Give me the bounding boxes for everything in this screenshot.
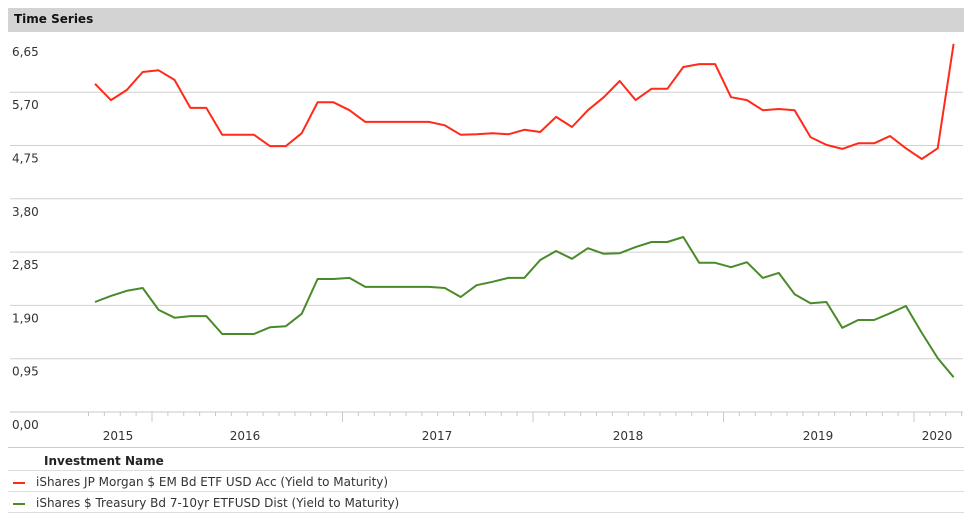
legend-label: iShares JP Morgan $ EM Bd ETF USD Acc (Y…: [36, 475, 389, 489]
legend-item-em-bond[interactable]: iShares JP Morgan $ EM Bd ETF USD Acc (Y…: [8, 471, 964, 492]
panel-header: Time Series: [8, 8, 964, 32]
legend-header: Investment Name: [8, 448, 964, 471]
y-tick-label: 6,65: [12, 45, 39, 59]
panel-title: Time Series: [14, 12, 94, 26]
y-tick-label: 5,70: [12, 98, 39, 112]
x-tick-label: 2018: [613, 429, 644, 443]
y-tick-label: 4,75: [12, 152, 39, 166]
x-tick-label: 2020: [922, 429, 953, 443]
x-tick-label: 2016: [230, 429, 261, 443]
legend-item-treasury[interactable]: iShares $ Treasury Bd 7-10yr ETFUSD Dist…: [8, 492, 964, 513]
legend-swatch-red: [13, 482, 25, 484]
legend-label: iShares $ Treasury Bd 7-10yr ETFUSD Dist…: [36, 496, 400, 510]
time-series-chart: 0,00 0,95 1,90 2,85 3,80 4,75 5,70 6,65 2015 2016…: [10, 43, 963, 443]
series-line-treasury: [94, 236, 955, 378]
x-tick-label: 2015: [103, 429, 134, 443]
series-line-em-bond: [94, 43, 955, 160]
y-tick-label: 0,00: [12, 418, 39, 432]
legend-swatch-green: [13, 503, 25, 505]
x-tick-label: 2017: [422, 429, 453, 443]
legend: Investment Name iShares JP Morgan $ EM B…: [8, 447, 964, 513]
x-tick-label: 2019: [803, 429, 834, 443]
y-tick-label: 2,85: [12, 258, 39, 272]
y-tick-label: 3,80: [12, 205, 39, 219]
y-tick-label: 0,95: [12, 365, 39, 379]
y-tick-label: 1,90: [12, 311, 39, 325]
